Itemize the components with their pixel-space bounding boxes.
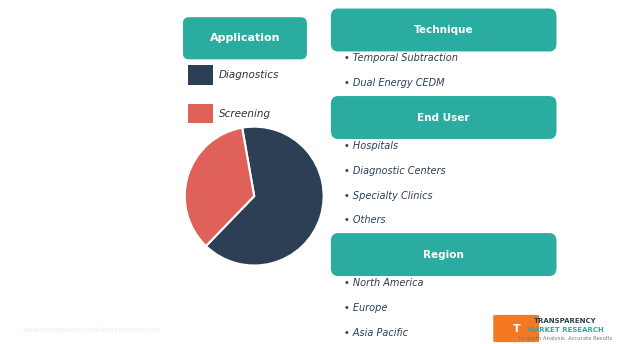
Text: (CEDM) Market: (CEDM) Market bbox=[38, 97, 145, 110]
Text: MARKET RESEARCH: MARKET RESEARCH bbox=[527, 327, 604, 333]
Text: End User: End User bbox=[417, 112, 470, 122]
Wedge shape bbox=[185, 128, 254, 246]
Text: TRANSPARENCY: TRANSPARENCY bbox=[534, 318, 596, 324]
FancyBboxPatch shape bbox=[494, 315, 539, 342]
Text: In-depth Analysis. Accurate Results: In-depth Analysis. Accurate Results bbox=[519, 336, 612, 341]
Text: www.transparencymarketresearch.com: www.transparencymarketresearch.com bbox=[23, 327, 160, 333]
Text: Application: Application bbox=[210, 33, 280, 43]
FancyBboxPatch shape bbox=[331, 9, 557, 52]
Text: Segmentation: Segmentation bbox=[50, 128, 133, 141]
FancyBboxPatch shape bbox=[188, 65, 213, 85]
Text: • Dual Energy CEDM: • Dual Energy CEDM bbox=[343, 78, 444, 88]
Wedge shape bbox=[206, 127, 324, 266]
Text: • Asia Pacific: • Asia Pacific bbox=[343, 327, 407, 337]
Text: Region: Region bbox=[423, 249, 464, 260]
Text: • Others: • Others bbox=[343, 215, 385, 225]
FancyBboxPatch shape bbox=[331, 96, 557, 139]
Text: T: T bbox=[513, 323, 520, 334]
Text: Digital Mammography: Digital Mammography bbox=[12, 62, 171, 75]
Text: • North America: • North America bbox=[343, 278, 423, 288]
Text: Diagnostics: Diagnostics bbox=[219, 70, 279, 80]
Text: • Hospitals: • Hospitals bbox=[343, 141, 397, 151]
Text: Technique: Technique bbox=[414, 25, 474, 35]
Text: • Europe: • Europe bbox=[343, 303, 387, 313]
FancyBboxPatch shape bbox=[331, 233, 557, 276]
FancyBboxPatch shape bbox=[183, 17, 307, 60]
Text: Screening: Screening bbox=[219, 108, 271, 119]
Text: • Specialty Clinics: • Specialty Clinics bbox=[343, 191, 432, 201]
Text: • Diagnostic Centers: • Diagnostic Centers bbox=[343, 166, 445, 176]
Text: • Temporal Subtraction: • Temporal Subtraction bbox=[343, 53, 458, 64]
Text: Contrast Enhanced: Contrast Enhanced bbox=[24, 28, 159, 41]
FancyBboxPatch shape bbox=[188, 104, 213, 123]
